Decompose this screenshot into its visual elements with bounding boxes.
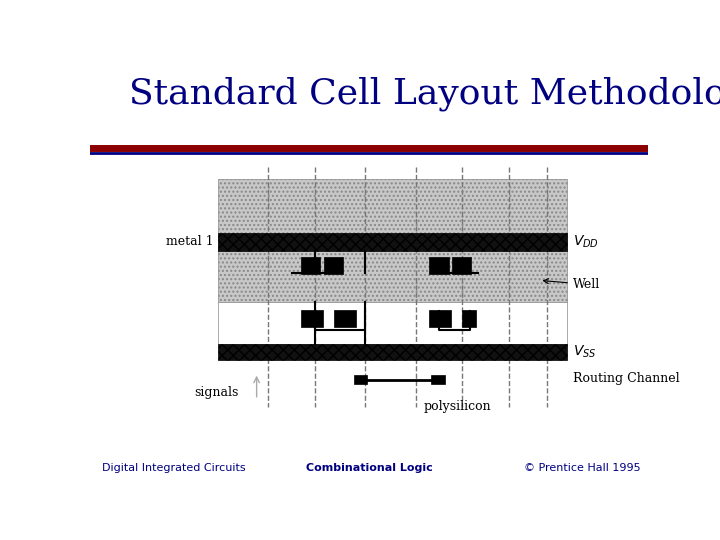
- Bar: [218, 302, 567, 343]
- Text: Digital Integrated Circuits: Digital Integrated Circuits: [102, 463, 246, 473]
- Bar: [218, 343, 567, 361]
- Bar: [301, 257, 320, 274]
- Bar: [218, 233, 567, 251]
- Bar: [324, 257, 343, 274]
- Bar: [431, 375, 445, 384]
- Bar: [429, 257, 449, 274]
- Text: signals: signals: [194, 386, 239, 399]
- Bar: [218, 179, 567, 302]
- Text: Combinational Logic: Combinational Logic: [305, 463, 433, 473]
- Text: polysilicon: polysilicon: [423, 400, 491, 413]
- Text: metal 1: metal 1: [166, 235, 214, 248]
- Text: © Prentice Hall 1995: © Prentice Hall 1995: [523, 463, 640, 473]
- Text: $V_{DD}$: $V_{DD}$: [573, 234, 599, 250]
- Bar: [334, 309, 356, 327]
- Bar: [301, 309, 323, 327]
- Bar: [429, 309, 451, 327]
- Text: Well: Well: [544, 278, 600, 291]
- Bar: [354, 375, 367, 384]
- Text: Routing Channel: Routing Channel: [573, 373, 680, 386]
- Bar: [462, 309, 476, 327]
- Text: $V_{SS}$: $V_{SS}$: [573, 344, 596, 360]
- Text: Standard Cell Layout Methodology: Standard Cell Layout Methodology: [129, 76, 720, 111]
- Bar: [452, 257, 472, 274]
